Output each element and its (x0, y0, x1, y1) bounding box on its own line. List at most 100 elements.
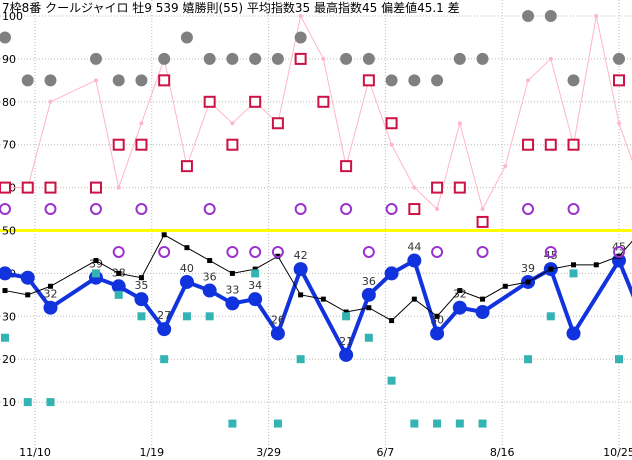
purple-ring-point (135, 203, 148, 216)
gray-point (544, 10, 557, 22)
black-square-point (207, 258, 213, 264)
gray-point (385, 74, 398, 87)
black-square-point (161, 232, 167, 238)
main-point (407, 253, 422, 268)
teal-square-point (137, 312, 146, 321)
red-square-point (385, 117, 398, 130)
pink-point (321, 56, 326, 61)
main-point (361, 287, 376, 302)
pink-point (298, 14, 303, 18)
main-point-label: 34 (248, 279, 262, 292)
purple-ring-point (89, 203, 102, 216)
purple-ring-point (271, 245, 284, 258)
main-point-label: 33 (225, 283, 239, 296)
purple-ring-point (476, 245, 489, 258)
teal-square-point (410, 419, 419, 428)
main-point (43, 300, 58, 315)
gray-point (271, 52, 284, 65)
red-square-point (44, 181, 57, 194)
teal-square-point (182, 312, 191, 321)
main-point-label: 35 (134, 279, 148, 292)
black-square-point (571, 262, 577, 268)
main-point-label: 21 (339, 335, 353, 348)
x-tick-label: 3/29 (256, 446, 281, 459)
teal-square-point (205, 312, 214, 321)
pink-point (93, 78, 98, 83)
teal-square-point (364, 333, 373, 342)
purple-ring-point (112, 245, 125, 258)
purple-ring-point (249, 245, 262, 258)
teal-square-point (160, 355, 169, 364)
red-square-point (567, 138, 580, 151)
gray-point (294, 31, 307, 44)
teal-square-point (433, 419, 442, 428)
x-tick-label: 8/16 (490, 446, 515, 459)
main-point (452, 300, 467, 315)
gray-point (135, 74, 148, 87)
y-tick-label: 10 (2, 396, 16, 409)
main-point-label: 36 (362, 275, 376, 288)
red-square-point (249, 95, 262, 108)
main-point-label: 26 (271, 313, 285, 326)
red-square-point (226, 138, 239, 151)
black-square-point (434, 313, 440, 319)
red-square-point (112, 138, 125, 151)
teal-square-point (569, 269, 578, 278)
pink-point (116, 185, 121, 190)
black-square-point (457, 288, 463, 294)
chart-title: 7枠8番 クールジャイロ 牡9 539 嬉勝則(55) 平均指数35 最高指数4… (2, 0, 460, 15)
main-point (202, 283, 217, 298)
main-point (179, 274, 194, 289)
black-square-point (25, 292, 31, 298)
teal-square-point (387, 376, 396, 385)
main-point (134, 292, 149, 307)
purple-ring-point (294, 203, 307, 216)
red-square-point (21, 181, 34, 194)
pink-point (548, 56, 553, 61)
black-square-point (320, 296, 326, 302)
red-square-point (408, 203, 421, 216)
y-tick-label: 90 (2, 53, 16, 66)
main-point (475, 305, 490, 320)
black-square-point (480, 296, 486, 302)
teal-square-point (524, 355, 533, 364)
gray-point (522, 10, 535, 22)
teal-square-point (615, 355, 623, 364)
gray-point (249, 52, 262, 65)
pink-point (139, 121, 144, 126)
teal-square-point (296, 355, 305, 364)
grid (0, 0, 632, 450)
teal-square-point (251, 269, 260, 278)
x-tick-label: 11/10 (19, 446, 51, 459)
x-axis-ticks: 11/10 1/19 3/29 6/7 8/16 10/25 (19, 446, 632, 459)
pink-point (526, 78, 531, 83)
main-point (248, 292, 263, 307)
series-layer: 3239383527403633342642213644303239454530 (0, 10, 632, 428)
gray-point (112, 74, 125, 87)
pink-point (389, 142, 394, 147)
gray-point (89, 52, 102, 65)
black-series-line (4, 234, 632, 322)
x-tick-label: 10/25 (603, 446, 632, 459)
black-square-point (525, 279, 531, 285)
pink-point (435, 207, 440, 212)
gray-point (226, 52, 239, 65)
black-square-point (2, 288, 8, 294)
gray-point (180, 31, 193, 44)
gray-point (453, 52, 466, 65)
black-square-point (47, 283, 53, 289)
red-square-point (362, 74, 375, 87)
main-point-label: 39 (521, 262, 535, 275)
gray-point (431, 74, 444, 87)
main-point-label: 45 (544, 249, 558, 262)
red-square-point (453, 181, 466, 194)
main-point-label: 39 (89, 258, 103, 271)
pink-point (230, 121, 235, 126)
teal-square-point (46, 398, 55, 407)
pink-point (412, 185, 417, 190)
gray-point (613, 52, 625, 65)
black-square-point (252, 266, 258, 272)
pink-point (594, 14, 599, 18)
pink-point (617, 121, 621, 126)
